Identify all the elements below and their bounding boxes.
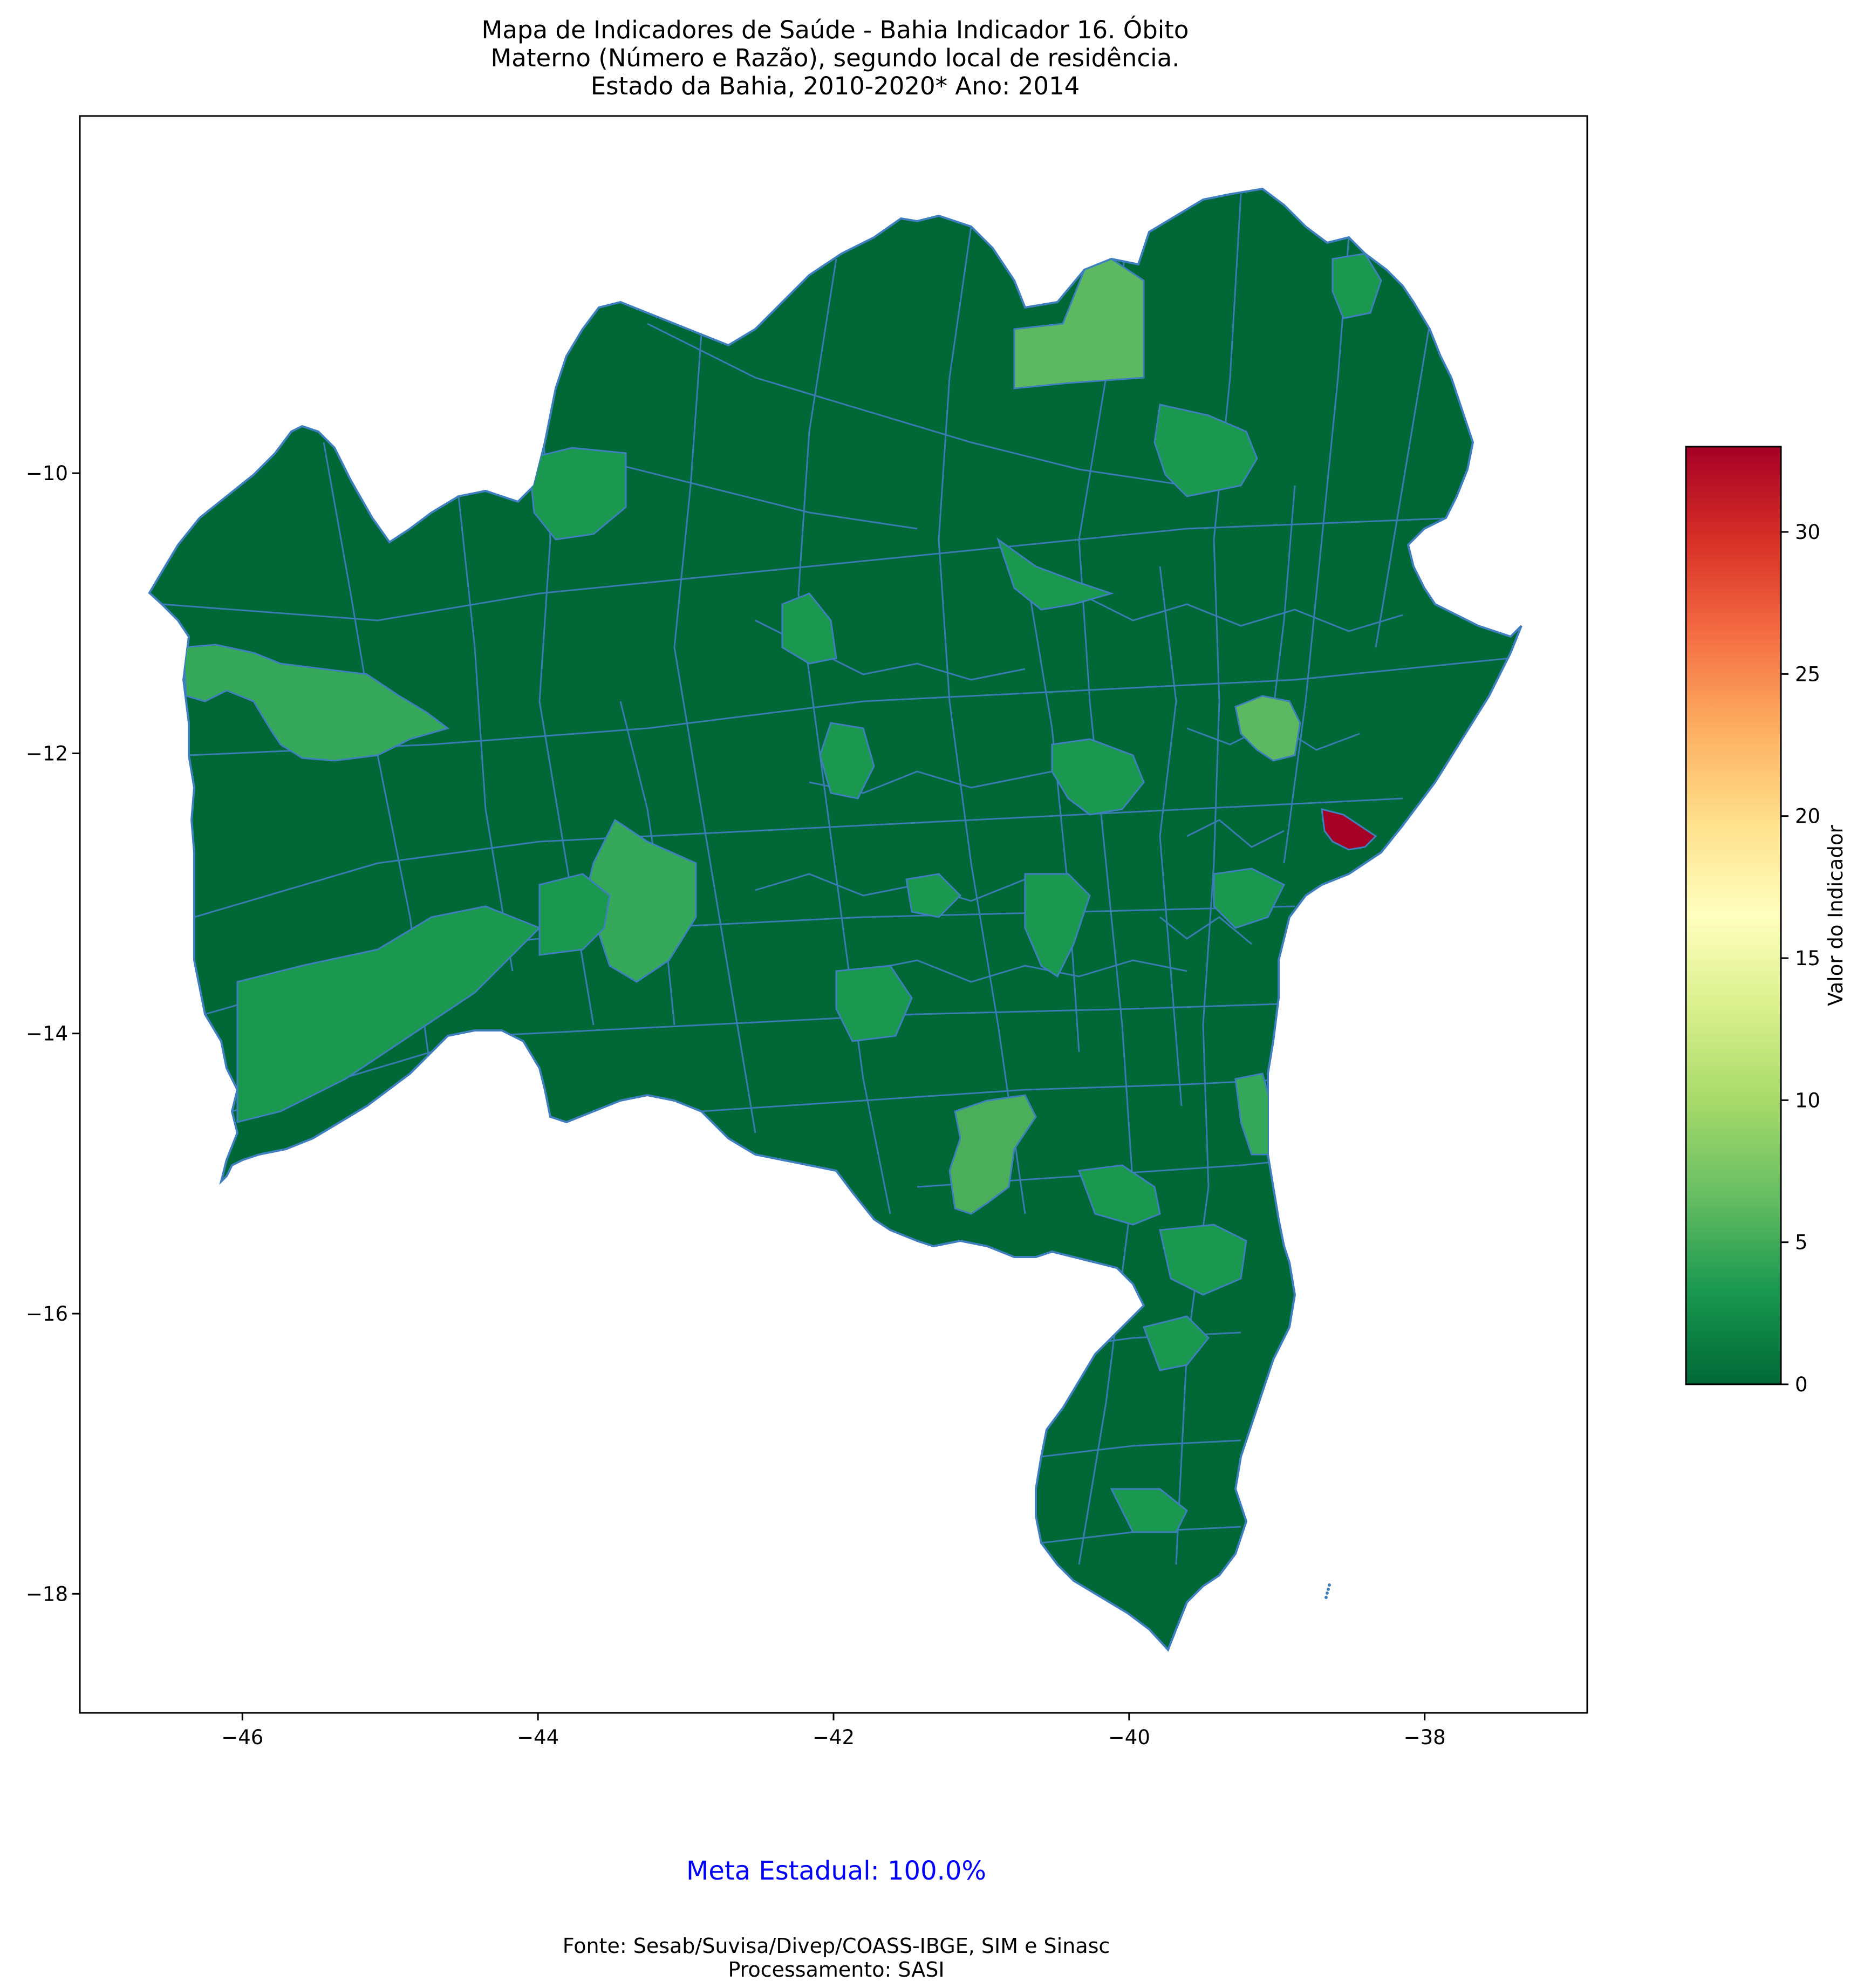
x-tick-label: −40: [1108, 1726, 1150, 1749]
region-central-e: [835, 965, 913, 1042]
region-central-c: [781, 592, 837, 665]
colorbar-label: Valor do Indicador: [1824, 825, 1847, 1006]
region-coast-a: [1213, 867, 1286, 929]
region-central-f: [819, 722, 875, 800]
colorbar-tick-label: 30: [1795, 521, 1820, 544]
meta-estadual: Meta Estadual: 100.0%: [686, 1856, 987, 1886]
y-tick-label: −14: [26, 1022, 68, 1046]
region-ne-b: [1332, 252, 1382, 319]
y-tick-label: −10: [26, 462, 68, 485]
region-central-d: [905, 873, 962, 918]
region-south-light: [948, 1094, 1037, 1215]
colorbar-tick-label: 0: [1795, 1373, 1808, 1396]
chart-title: Mapa de Indicadores de Saúde - Bahia Ind…: [80, 16, 1590, 100]
region-southwest: [236, 905, 541, 1123]
source-note: Fonte: Sesab/Suvisa/Divep/COASS-IBGE, SI…: [0, 1934, 1672, 1982]
region-west-strip: [182, 644, 450, 762]
colorbar-tick-label: 15: [1795, 947, 1820, 970]
colorbar-tick-label: 20: [1795, 805, 1820, 828]
title-line-3: Estado da Bahia, 2010-2020* Ano: 2014: [590, 72, 1080, 100]
colorbar-tick-label: 5: [1795, 1231, 1808, 1254]
region-central-west-b: [538, 873, 611, 956]
region-max-value: [1321, 808, 1377, 851]
source-line-2: Processamento: SASI: [728, 1958, 945, 1982]
y-tick-label: −16: [26, 1302, 68, 1326]
region-light-north: [1013, 258, 1145, 390]
x-axis: −46 −44 −42 −40 −38: [221, 1713, 1446, 1749]
colorbar-tick-label: 10: [1795, 1089, 1820, 1112]
region-ne-a: [1153, 404, 1258, 497]
y-tick-label: −12: [26, 742, 68, 765]
y-tick-label: −18: [26, 1582, 68, 1606]
region-center-a: [1051, 738, 1145, 816]
x-tick-label: −42: [812, 1726, 855, 1749]
colorbar-gradient: [1685, 446, 1782, 1385]
title-line-1: Mapa de Indicadores de Saúde - Bahia Ind…: [481, 16, 1189, 44]
region-south-a: [1077, 1164, 1161, 1226]
source-line-1: Fonte: Sesab/Suvisa/Divep/COASS-IBGE, SI…: [562, 1934, 1110, 1958]
y-axis: −10 −12 −14 −16 −18: [26, 462, 80, 1606]
island-marks: [1324, 1583, 1331, 1599]
colorbar: 0 5 10 15 20 25 30 Valor do Indicador: [1685, 446, 1847, 1396]
colorbar-tick-label: 25: [1795, 662, 1820, 686]
region-center-b: [1024, 873, 1091, 978]
region-central-north: [996, 537, 1115, 611]
x-tick-label: −44: [517, 1726, 559, 1749]
region-south-b: [1159, 1224, 1247, 1296]
x-tick-label: −38: [1404, 1726, 1446, 1749]
region-east-light: [1234, 695, 1301, 762]
region-north-west: [528, 447, 627, 541]
x-tick-label: −46: [221, 1726, 263, 1749]
region-south-d: [1110, 1488, 1188, 1533]
highlighted-municipalities: [182, 252, 1382, 1533]
region-south-c: [1143, 1315, 1210, 1371]
title-line-2: Materno (Número e Razão), segundo local …: [490, 44, 1180, 72]
